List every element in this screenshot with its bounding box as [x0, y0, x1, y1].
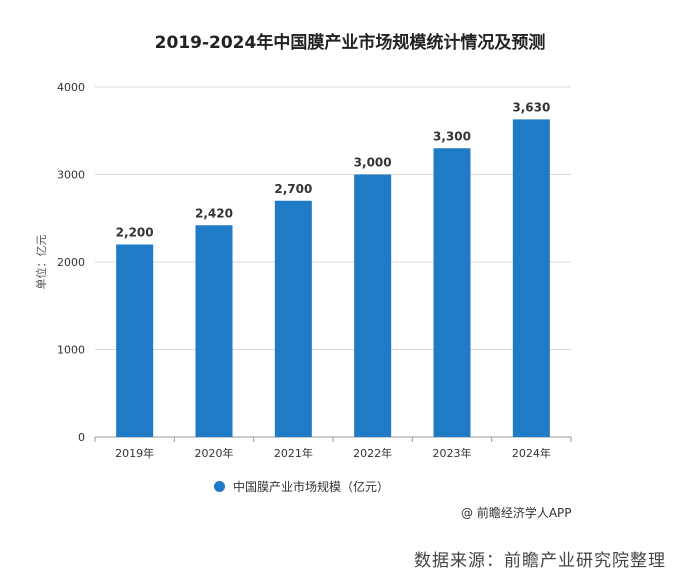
y-tick-label: 0	[78, 431, 85, 444]
legend: 中国膜产业市场规模（亿元）	[214, 478, 389, 495]
y-tick-label: 4000	[57, 81, 85, 94]
y-axis-label: 单位：亿元	[34, 235, 48, 290]
data-label: 3,000	[354, 156, 392, 170]
bar	[433, 148, 471, 437]
data-label: 2,200	[116, 226, 154, 240]
bar	[274, 200, 312, 437]
data-label: 3,630	[512, 100, 550, 114]
bar	[195, 225, 233, 437]
legend-label: 中国膜产业市场规模（亿元）	[233, 480, 390, 494]
y-tick-label: 1000	[57, 344, 85, 357]
y-tick-label: 2000	[57, 256, 85, 269]
x-tick-label: 2022年	[353, 446, 392, 460]
x-tick-label: 2020年	[195, 446, 234, 460]
x-tick-label: 2023年	[433, 446, 472, 460]
bar	[116, 244, 154, 437]
y-tick-label: 3000	[57, 169, 85, 182]
x-tick-label: 2021年	[274, 446, 313, 460]
credit-text: @ 前瞻经济学人APP	[461, 506, 572, 520]
x-tick-label: 2019年	[115, 446, 154, 460]
source-text: 数据来源：前瞻产业研究院整理	[414, 551, 666, 571]
data-label: 3,300	[433, 129, 471, 143]
chart-title: 2019-2024年中国膜产业市场规模统计情况及预测	[154, 33, 546, 53]
data-label: 2,420	[195, 206, 233, 220]
data-label: 2,700	[274, 182, 312, 196]
bar	[354, 174, 392, 437]
legend-marker	[214, 481, 225, 492]
bar	[512, 119, 550, 437]
x-tick-label: 2024年	[512, 446, 551, 460]
